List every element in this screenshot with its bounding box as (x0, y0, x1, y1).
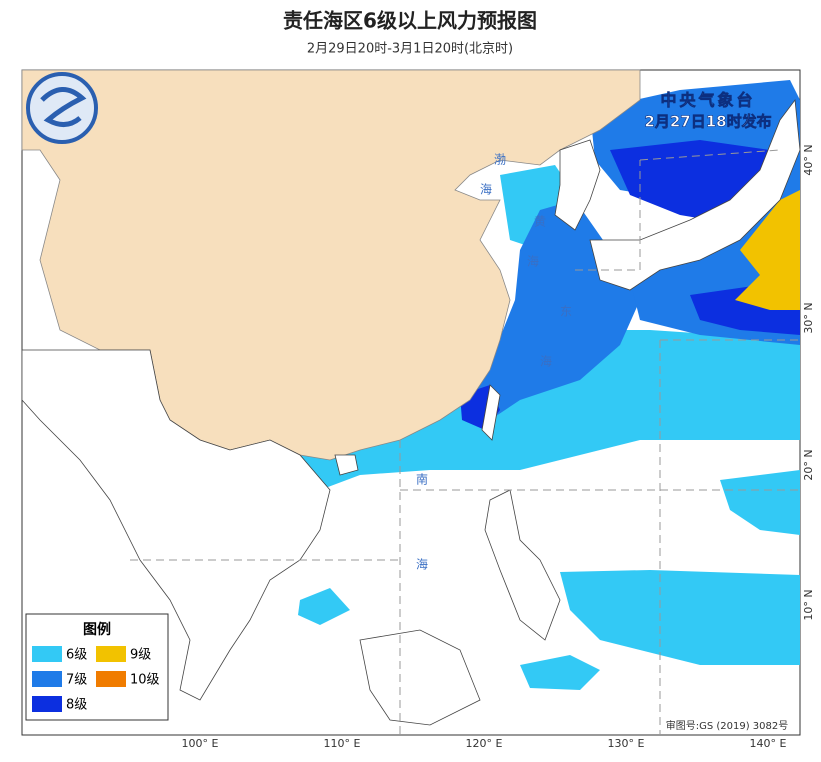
legend-title: 图例 (83, 621, 111, 638)
axis-labels: 100° E 110° E 120° E 130° E 140° E 10° N… (182, 144, 815, 750)
philippines-land (484, 489, 561, 641)
sea-label: 渤 (494, 153, 506, 167)
borneo-land (359, 629, 481, 726)
longitude-label: 110° E (324, 737, 361, 750)
legend-label: 7级 (66, 673, 87, 688)
legend-label: 10级 (130, 673, 160, 688)
sea-label: 东 (560, 305, 572, 319)
legend: 图例 6级 9级 7级 10级 8级 (25, 613, 169, 721)
wind-area-6 (298, 588, 350, 625)
wind-area-6 (520, 655, 600, 690)
latitude-label: 30° N (802, 302, 815, 333)
sea-label: 海 (416, 557, 428, 572)
sea-label: 南 (416, 472, 428, 487)
japan-land (589, 98, 801, 291)
longitude-label: 120° E (466, 737, 503, 750)
logo-mark (40, 87, 87, 127)
approval-number: 审图号:GS (2019) 3082号 (666, 719, 789, 732)
wind-area-9 (735, 190, 800, 310)
legend-label: 9级 (130, 648, 151, 663)
longitude-label: 140° E (750, 737, 787, 750)
longitude-label: 100° E (182, 737, 219, 750)
taiwan-land (481, 384, 501, 441)
china-land (21, 69, 641, 461)
legend-label: 8级 (66, 698, 87, 713)
sea-label: 海 (480, 182, 492, 197)
korea-land (554, 139, 601, 231)
legend-swatch (32, 671, 62, 687)
legend-label: 6级 (66, 648, 87, 663)
wind-area-6 (720, 470, 800, 535)
issuer-name: 中央气象台 (660, 91, 755, 110)
latitude-label: 20° N (802, 449, 815, 480)
sea-labels: 渤 海 黄 海 东 海 南 海 (416, 153, 572, 572)
legend-swatch (32, 646, 62, 662)
latitude-label: 10° N (802, 589, 815, 620)
issue-time: 2月27日18时发布 (644, 113, 771, 131)
wind-area-6 (290, 330, 800, 490)
legend-swatch (96, 646, 126, 662)
map: 渤 海 黄 海 东 海 南 海 中央气象台 2月27日18时发布 图例 6级 9级… (21, 69, 801, 736)
legend-swatch (96, 671, 126, 687)
legend-swatch (32, 696, 62, 712)
title: 责任海区6级以上风力预报图 (283, 9, 537, 33)
longitude-label: 130° E (608, 737, 645, 750)
latitude-label: 40° N (802, 144, 815, 175)
wind-area-6 (560, 570, 800, 665)
sea-label: 黄 (534, 215, 546, 229)
sea-label: 海 (540, 354, 552, 369)
indochina-land (21, 349, 331, 701)
hainan-land (334, 454, 359, 476)
sea-label: 海 (527, 254, 539, 269)
subtitle: 2月29日20时-3月1日20时(北京时) (307, 42, 513, 57)
boundary-lines (130, 149, 800, 735)
